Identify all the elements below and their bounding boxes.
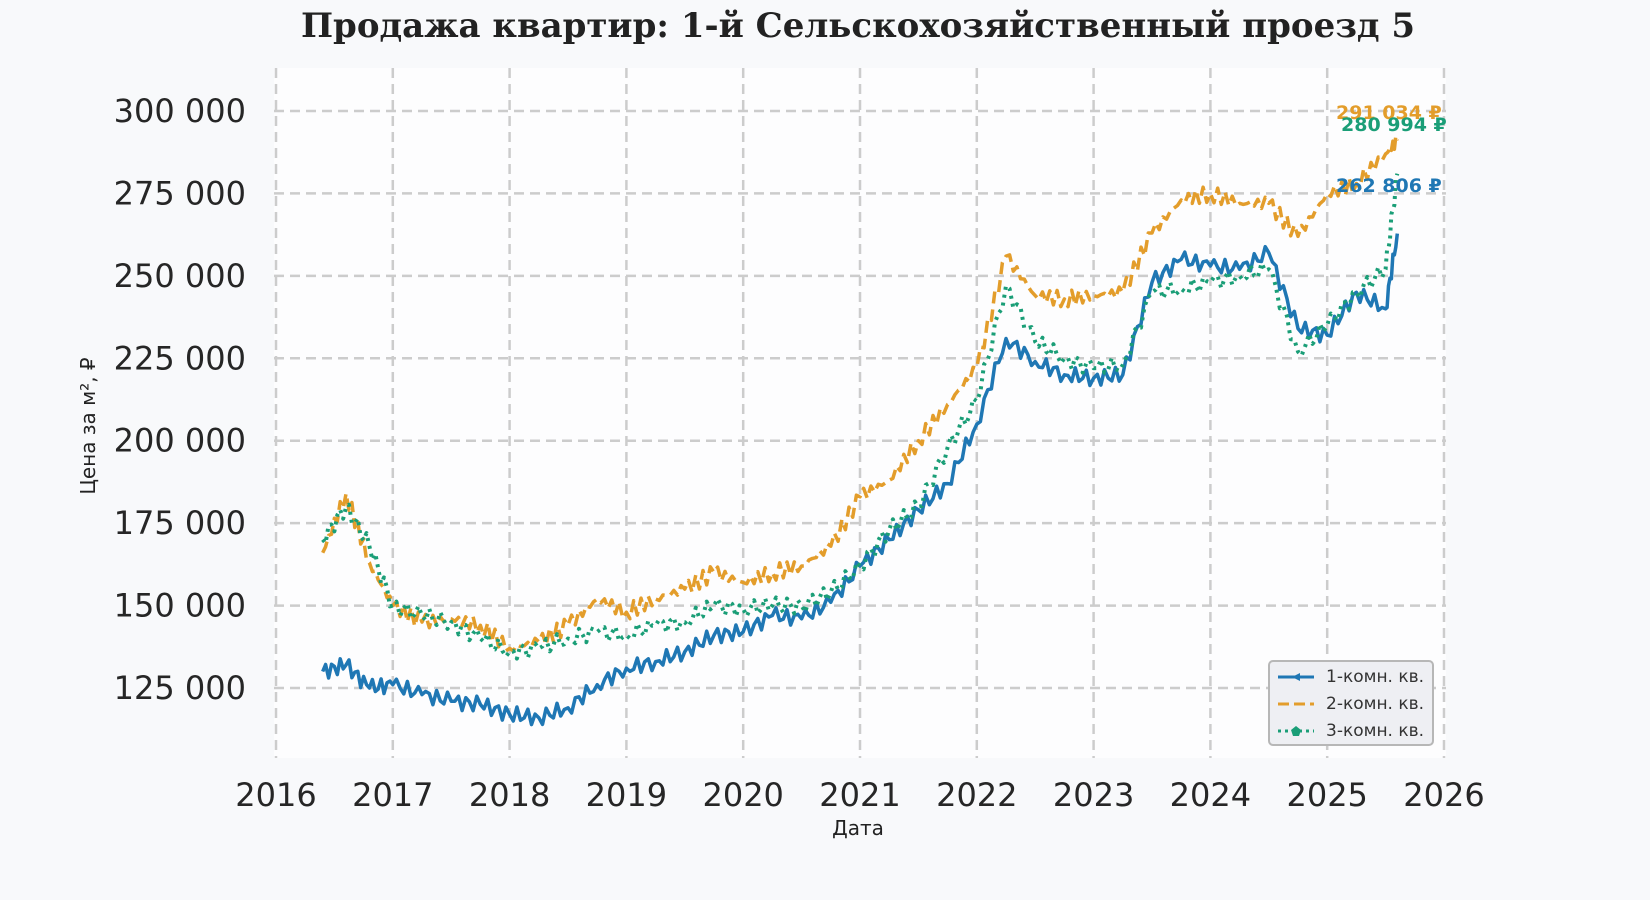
- y-tick-label: 300 000: [114, 92, 246, 130]
- x-tick-label: 2022: [936, 776, 1017, 814]
- x-tick-label: 2026: [1403, 776, 1484, 814]
- chart-title: Продажа квартир: 1-й Сельскохозяйственны…: [300, 6, 1416, 46]
- x-tick-label: 2025: [1286, 776, 1367, 814]
- dotted-line-pentagon-icon: [1278, 726, 1314, 736]
- value-annotations: 291 034 ₽280 994 ₽ 262 806 ₽: [1336, 102, 1447, 197]
- series-line: [321, 173, 1400, 661]
- legend-item-2room: 2-комн. кв.: [1276, 692, 1424, 716]
- y-tick-label: 225 000: [114, 339, 246, 377]
- x-tick-label: 2020: [702, 776, 783, 814]
- series-line: [321, 134, 1399, 653]
- x-tick-label: 2017: [352, 776, 433, 814]
- y-tick-label: 125 000: [114, 669, 246, 707]
- value-annotation: 291 034 ₽: [1336, 102, 1442, 124]
- legend-item-1room: 1-комн. кв.: [1276, 665, 1424, 689]
- x-tick-label: 2021: [819, 776, 900, 814]
- legend-label: 3-комн. кв.: [1326, 721, 1425, 741]
- y-tick-label: 250 000: [114, 257, 246, 295]
- y-tick-label: 200 000: [114, 422, 246, 460]
- x-tick-label: 2023: [1053, 776, 1134, 814]
- grid-lines: [274, 68, 1446, 758]
- value-annotation: 280 994 ₽: [1341, 114, 1447, 136]
- x-tick-labels: 2016 2017 2018 2019 2020 2021 2022 2023 2024 2025…: [235, 776, 1484, 814]
- plot-area: 125 000 150 000 175 000 200 000 225 000 250 0…: [114, 68, 1485, 814]
- x-axis-label: Дата: [832, 816, 884, 840]
- x-tick-label: 2016: [235, 776, 316, 814]
- legend-item-3room: 3-комн. кв.: [1276, 719, 1424, 743]
- y-axis-label: Цена за м², ₽: [76, 357, 100, 495]
- solid-line-triangle-icon: [1278, 673, 1314, 681]
- x-tick-label: 2019: [586, 776, 667, 814]
- y-tick-labels: 125 000 150 000 175 000 200 000 225 000 250 0…: [114, 92, 246, 707]
- series-line: [321, 233, 1400, 727]
- legend-label: 2-комн. кв.: [1326, 694, 1425, 714]
- value-annotation: 262 806 ₽: [1336, 175, 1442, 197]
- y-tick-label: 175 000: [114, 504, 246, 542]
- y-tick-label: 150 000: [114, 587, 246, 625]
- legend: 1-комн. кв. 2-комн. кв. 3-комн. кв.: [1268, 660, 1434, 746]
- x-tick-label: 2018: [469, 776, 550, 814]
- y-tick-label: 275 000: [114, 174, 246, 212]
- series-lines: [321, 134, 1400, 727]
- dashed-line-icon: [1278, 702, 1314, 706]
- legend-label: 1-комн. кв.: [1326, 667, 1425, 687]
- x-tick-label: 2024: [1170, 776, 1251, 814]
